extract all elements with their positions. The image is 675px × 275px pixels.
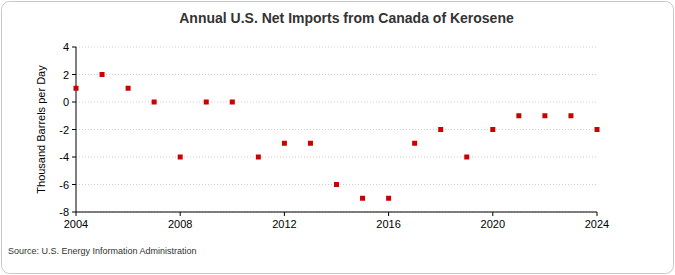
x-tick — [388, 212, 389, 216]
point — [412, 141, 417, 146]
point — [464, 155, 469, 160]
y-tick — [72, 129, 76, 130]
x-tick-label: 2020 — [481, 218, 505, 230]
point — [152, 100, 157, 105]
marks — [74, 72, 600, 201]
y-tick-label: -4 — [59, 151, 69, 163]
point — [568, 113, 573, 118]
x-tick — [597, 212, 598, 216]
point — [126, 86, 131, 91]
point — [256, 155, 261, 160]
x-tick-label: 2024 — [585, 218, 609, 230]
frame — [2, 2, 674, 274]
title: Annual U.S. Net Imports from Canada of K… — [179, 10, 514, 26]
y-tick-label: -6 — [59, 179, 69, 191]
point — [230, 100, 235, 105]
point — [334, 182, 339, 187]
x-tick-label: 2004 — [64, 218, 88, 230]
point — [282, 141, 287, 146]
y-tick-label: 0 — [63, 96, 69, 108]
x-tick — [180, 212, 181, 216]
point — [542, 113, 547, 118]
y-tick-label: -8 — [59, 206, 69, 218]
x-tick-label: 2008 — [168, 218, 192, 230]
y-tick-label: 4 — [63, 41, 69, 53]
chart: Annual U.S. Net Imports from Canada of K… — [0, 0, 675, 275]
x-tick — [284, 212, 285, 216]
grid-line — [76, 129, 597, 130]
y-tick — [72, 47, 76, 48]
point — [74, 86, 79, 91]
point — [100, 72, 105, 77]
y-axis-label: Thousand Barrels per Day — [35, 65, 47, 194]
y-tick — [72, 157, 76, 158]
y-tick — [72, 74, 76, 75]
point — [178, 155, 183, 160]
point — [516, 113, 521, 118]
y-axis — [76, 47, 77, 212]
x-tick — [492, 212, 493, 216]
grid-line — [76, 74, 597, 75]
grid-line — [76, 212, 597, 213]
y-tick-label: -2 — [59, 124, 69, 136]
point — [360, 196, 365, 201]
point — [204, 100, 209, 105]
x-tick-label: 2016 — [376, 218, 400, 230]
point — [438, 127, 443, 132]
point — [490, 127, 495, 132]
x-axis — [76, 212, 597, 213]
grid-line — [76, 47, 597, 48]
point — [595, 127, 600, 132]
grid-line — [76, 157, 597, 158]
y-tick — [72, 212, 76, 213]
y-tick-label: 2 — [63, 69, 69, 81]
x-tick-label: 2012 — [272, 218, 296, 230]
point — [308, 141, 313, 146]
y-tick — [72, 102, 76, 103]
point — [386, 196, 391, 201]
x-tick — [76, 212, 77, 216]
y-tick — [72, 184, 76, 185]
source: Source: U.S. Energy Information Administ… — [8, 246, 197, 256]
